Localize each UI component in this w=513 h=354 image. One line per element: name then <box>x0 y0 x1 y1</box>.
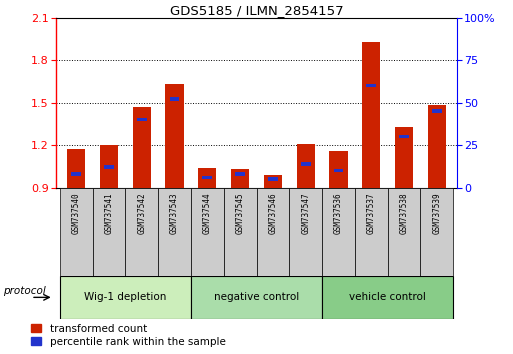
Bar <box>329 151 347 188</box>
Text: negative control: negative control <box>214 292 299 302</box>
Bar <box>235 172 245 176</box>
Bar <box>289 188 322 276</box>
Bar <box>224 188 256 276</box>
Bar <box>100 145 118 188</box>
Bar <box>388 188 421 276</box>
Text: vehicle control: vehicle control <box>349 292 426 302</box>
Bar <box>268 177 278 181</box>
Text: GSM737543: GSM737543 <box>170 192 179 234</box>
Text: GSM737545: GSM737545 <box>235 192 245 234</box>
Bar <box>137 118 147 121</box>
Bar <box>399 135 409 138</box>
Text: GSM737538: GSM737538 <box>400 192 408 234</box>
Bar <box>256 188 289 276</box>
Text: GSM737540: GSM737540 <box>72 192 81 234</box>
Bar <box>322 276 453 319</box>
Bar <box>366 84 376 87</box>
Bar <box>301 162 311 166</box>
Bar <box>333 169 344 172</box>
Bar <box>432 109 442 113</box>
Bar <box>421 188 453 276</box>
Bar <box>297 144 314 188</box>
Bar <box>264 175 282 188</box>
Bar <box>166 84 184 188</box>
Bar <box>169 97 180 101</box>
Text: GSM737542: GSM737542 <box>137 192 146 234</box>
Text: Wig-1 depletion: Wig-1 depletion <box>84 292 167 302</box>
Bar <box>199 168 216 188</box>
Bar <box>125 188 158 276</box>
Text: GSM737541: GSM737541 <box>105 192 113 234</box>
Text: GSM737547: GSM737547 <box>301 192 310 234</box>
Bar <box>191 276 322 319</box>
Bar <box>395 127 413 188</box>
Bar <box>133 107 151 188</box>
Bar <box>231 169 249 188</box>
Bar <box>71 172 81 176</box>
Bar <box>158 188 191 276</box>
Text: protocol: protocol <box>3 286 46 296</box>
Legend: transformed count, percentile rank within the sample: transformed count, percentile rank withi… <box>31 324 226 347</box>
Text: GSM737544: GSM737544 <box>203 192 212 234</box>
Bar <box>92 188 125 276</box>
Text: GSM737536: GSM737536 <box>334 192 343 234</box>
Bar <box>191 188 224 276</box>
Text: GSM737539: GSM737539 <box>432 192 441 234</box>
Bar <box>322 188 355 276</box>
Text: GSM737537: GSM737537 <box>367 192 376 234</box>
Bar <box>104 165 114 169</box>
Bar <box>428 105 446 188</box>
Bar <box>202 176 212 179</box>
Title: GDS5185 / ILMN_2854157: GDS5185 / ILMN_2854157 <box>170 4 343 17</box>
Bar <box>362 42 380 188</box>
Text: GSM737546: GSM737546 <box>268 192 278 234</box>
Bar <box>355 188 388 276</box>
Bar <box>60 188 92 276</box>
Bar <box>60 276 191 319</box>
Bar <box>67 149 85 188</box>
